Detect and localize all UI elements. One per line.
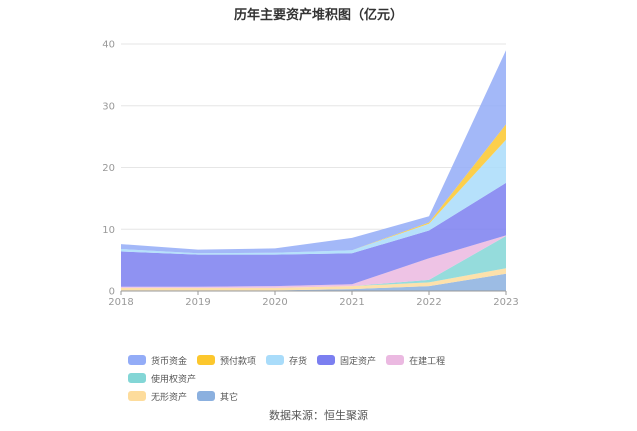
legend: 货币资金 预付款项 存货 固定资产 在建工程使用权资产无形资产 其它: [128, 351, 528, 405]
chart-title: 历年主要资产堆积图（亿元）: [233, 8, 403, 23]
legend-item[interactable]: 预付款项: [197, 351, 256, 369]
x-tick-label: 2018: [108, 297, 133, 308]
legend-label: 存货: [289, 356, 308, 367]
x-tick-label: 2022: [416, 297, 441, 308]
x-tick-label: 2023: [493, 297, 518, 308]
y-tick-label: 30: [102, 101, 115, 112]
legend-item[interactable]: 货币资金: [128, 351, 187, 369]
legend-swatch: [266, 355, 285, 365]
source-note: 数据来源：恒生聚源: [269, 409, 368, 422]
legend-label: 货币资金: [151, 356, 188, 367]
y-tick-label: 0: [109, 287, 115, 298]
legend-item[interactable]: 使用权资产: [128, 369, 196, 387]
legend-swatch: [128, 355, 146, 365]
legend-item[interactable]: 其它: [197, 387, 238, 405]
x-tick-label: 2020: [262, 297, 287, 308]
legend-label: 无形资产: [151, 392, 188, 403]
y-tick-label: 40: [102, 40, 115, 51]
y-tick-label: 10: [102, 225, 115, 236]
legend-label: 使用权资产: [151, 374, 197, 385]
x-tick-label: 2019: [185, 297, 210, 308]
legend-item[interactable]: 固定资产: [317, 351, 376, 369]
legend-label: 固定资产: [340, 356, 377, 367]
area-series-无形资产: [121, 268, 506, 291]
x-tick-label: 2021: [339, 297, 364, 308]
legend-item[interactable]: 存货: [266, 351, 307, 369]
legend-swatch: [128, 391, 146, 401]
y-tick-label: 20: [102, 163, 115, 174]
area-series: [121, 50, 506, 291]
legend-swatch: [128, 373, 146, 383]
legend-swatch: [197, 391, 216, 401]
legend-item[interactable]: 无形资产: [128, 387, 187, 405]
legend-swatch: [197, 355, 216, 365]
area-series-其它: [121, 273, 506, 291]
legend-swatch: [386, 355, 405, 365]
area-series-在建工程: [121, 235, 506, 288]
legend-label: 在建工程: [409, 356, 446, 367]
legend-label: 其它: [220, 392, 239, 403]
area-series-固定资产: [121, 182, 506, 287]
legend-label: 预付款项: [220, 356, 257, 367]
axes: 0 10 20 30 40 2018 2019 2020 2021 2022 2023: [102, 40, 518, 309]
legend-item[interactable]: 在建工程: [386, 351, 445, 369]
legend-swatch: [317, 355, 336, 365]
